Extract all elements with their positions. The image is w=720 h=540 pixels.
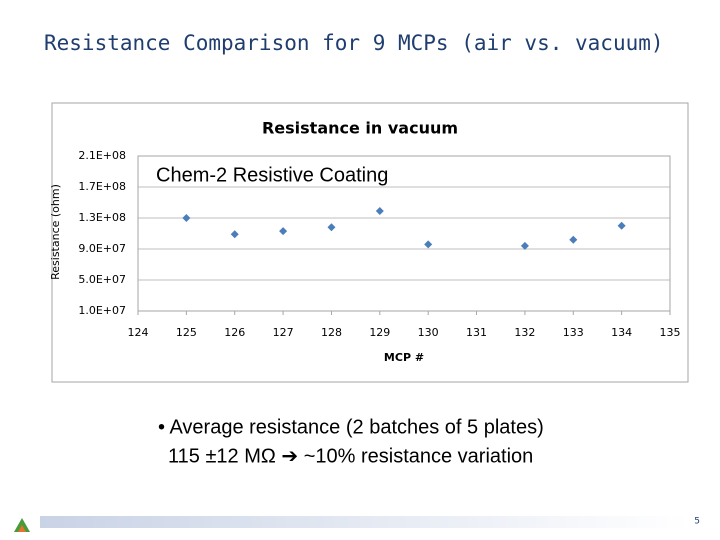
- page-number: 5: [694, 517, 700, 527]
- point: [327, 223, 336, 232]
- chart-title: Resistance in vacuum: [262, 119, 458, 138]
- x-tick-label: 125: [176, 326, 197, 339]
- x-tick-label: 129: [369, 326, 390, 339]
- point: [182, 214, 191, 222]
- y-tick-label: 1.7E+08: [78, 180, 126, 193]
- x-axis-label: MCP #: [384, 351, 424, 364]
- point: [520, 241, 529, 250]
- y-tick-label: 1.0E+07: [78, 304, 126, 317]
- slide-title: Resistance Comparison for 9 MCPs (air vs…: [44, 31, 664, 55]
- chart-frame: [51, 102, 689, 383]
- x-tick-label: 131: [466, 326, 487, 339]
- x-tick-label: 132: [514, 326, 535, 339]
- x-tick-label: 135: [660, 326, 681, 339]
- plot-border: [137, 155, 671, 312]
- y-tick-label: 9.0E+07: [78, 242, 126, 255]
- point: [569, 235, 578, 244]
- y-tick-label: 1.3E+08: [78, 211, 126, 224]
- x-tick-label: 134: [611, 326, 632, 339]
- y-tick-label: 5.0E+07: [78, 273, 126, 286]
- bullet-line: 115 ±12 MΩ ➔ ~10% resistance variation: [168, 445, 533, 467]
- x-tick-label: 126: [224, 326, 245, 339]
- annotation: Chem-2 Resistive Coating: [156, 164, 388, 186]
- point: [424, 240, 433, 249]
- footer-bar: [40, 516, 690, 528]
- x-tick-label: 130: [418, 326, 439, 339]
- x-tick-label: 133: [563, 326, 584, 339]
- y-axis-label: Resistance (ohm): [49, 184, 62, 280]
- x-tick-label: 124: [128, 326, 149, 339]
- y-tick-label: 2.1E+08: [78, 149, 126, 162]
- point: [279, 227, 288, 236]
- point: [617, 221, 626, 230]
- bullet-line: • Average resistance (2 batches of 5 pla…: [158, 416, 544, 438]
- x-tick-label: 128: [321, 326, 342, 339]
- x-tick-label: 127: [273, 326, 294, 339]
- point: [230, 230, 239, 239]
- logo: [18, 525, 26, 532]
- point: [375, 207, 384, 216]
